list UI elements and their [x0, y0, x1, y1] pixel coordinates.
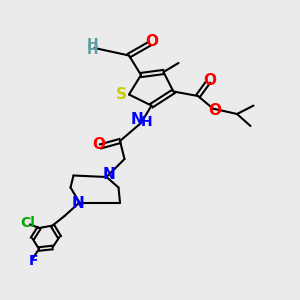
Text: H: H: [87, 43, 99, 56]
Text: S: S: [116, 87, 127, 102]
Text: O: O: [92, 137, 106, 152]
Text: F: F: [29, 254, 38, 268]
Text: H: H: [87, 37, 99, 50]
Text: H: H: [141, 115, 152, 129]
Text: O: O: [203, 73, 217, 88]
Text: N: N: [72, 196, 84, 211]
Text: O: O: [145, 34, 158, 50]
Text: O: O: [208, 103, 221, 118]
Text: Cl: Cl: [20, 216, 35, 230]
Text: N: N: [103, 167, 115, 182]
Text: N: N: [131, 112, 144, 127]
